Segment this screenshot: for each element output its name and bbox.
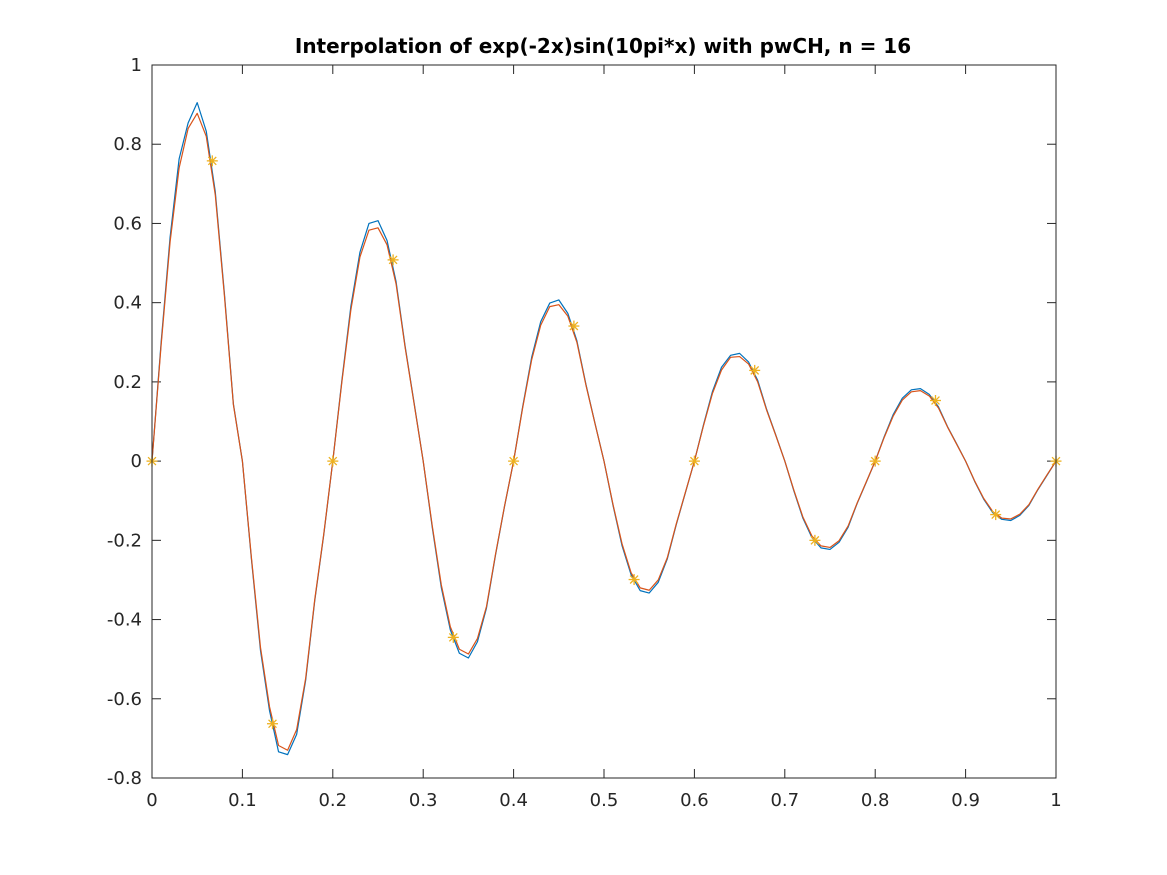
- x-tick-label: 0.5: [590, 790, 619, 811]
- plot-area: [152, 65, 1056, 778]
- x-tick-label: 0.2: [318, 790, 347, 811]
- data-point-marker: [508, 455, 520, 467]
- x-tick-label: 0.6: [680, 790, 709, 811]
- data-point-marker: [628, 574, 640, 586]
- x-tick-label: 0.7: [770, 790, 799, 811]
- y-tick-label: 0.4: [113, 293, 142, 314]
- series-layer: [146, 102, 1062, 756]
- data-point-marker: [688, 455, 700, 467]
- chart-title: Interpolation of exp(-2x)sin(10pi*x) wit…: [295, 34, 911, 58]
- data-point-marker: [869, 455, 881, 467]
- y-tick-label: 0.2: [113, 372, 142, 393]
- x-tick-label: 0.8: [861, 790, 890, 811]
- data-point-marker: [387, 254, 399, 266]
- axes-box: [151, 64, 1057, 779]
- y-tick-label: -0.6: [107, 689, 142, 710]
- x-tick-label: 0.1: [228, 790, 257, 811]
- data-point-marker: [267, 718, 279, 730]
- x-tick-label: 0.9: [951, 790, 980, 811]
- y-tick-label: -0.8: [107, 768, 142, 789]
- x-tick-label: 0: [146, 790, 157, 811]
- data-point-marker: [447, 631, 459, 643]
- data-point-marker: [749, 364, 761, 376]
- data-point-marker: [568, 320, 580, 332]
- x-tick-label: 0.4: [499, 790, 528, 811]
- data-point-marker: [929, 395, 941, 407]
- data-point-marker: [809, 534, 821, 546]
- y-tick-label: 0.6: [113, 213, 142, 234]
- data-point-marker: [990, 509, 1002, 521]
- y-tick-label: 0: [131, 451, 142, 472]
- series-line-1: [151, 112, 1057, 751]
- data-point-marker: [206, 155, 218, 167]
- tick-labels: 0 0.1 0.2 0.3 0.4 0.5 0.6 0.7 0.8 0.9 1 -0.8 -0.6 -0.…: [107, 55, 1062, 811]
- y-tick-label: 1: [131, 55, 142, 76]
- data-point-marker: [327, 455, 339, 467]
- y-tick-label: 0.8: [113, 134, 142, 155]
- x-tick-label: 0.3: [409, 790, 438, 811]
- y-tick-label: -0.2: [107, 530, 142, 551]
- y-tick-label: -0.4: [107, 610, 142, 631]
- x-tick-label: 1: [1050, 790, 1061, 811]
